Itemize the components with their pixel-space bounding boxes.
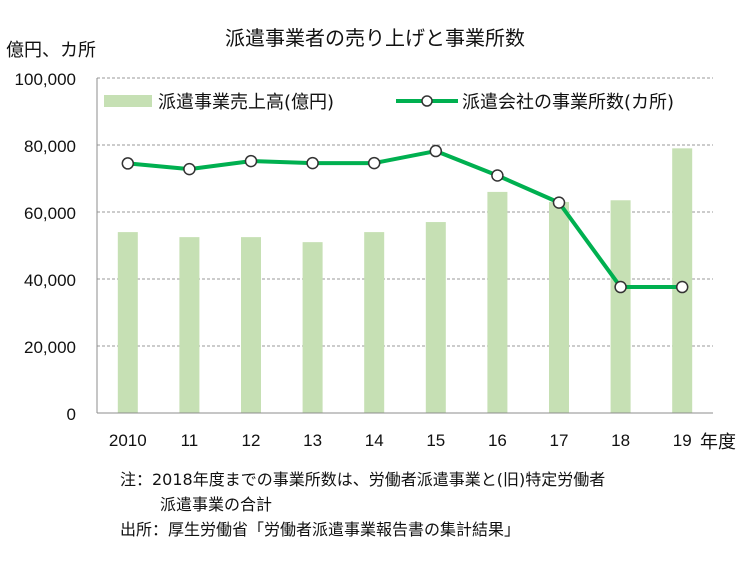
line-series-offices xyxy=(127,149,683,290)
line-point-16 xyxy=(491,169,504,182)
axis-layer: 0 20,000 40,000 60,000 80,000 100,000 2010 11 12… xyxy=(15,70,713,450)
line-point-18 xyxy=(614,280,627,294)
y-tick-label: 40,000 xyxy=(24,271,76,290)
x-tick-label: 2010 xyxy=(109,431,147,450)
x-axis-unit-label: 年度 xyxy=(700,432,736,453)
grid-layer xyxy=(97,77,713,347)
bar-14 xyxy=(364,232,385,413)
note-line-1: 注：2018年度までの事業所数は、労働者派遣事業と(旧)特定労働者 xyxy=(120,470,606,489)
y-tick-label: 100,000 xyxy=(15,70,76,89)
bar-17 xyxy=(549,201,569,413)
x-tick-label: 18 xyxy=(611,431,630,450)
y-tick-label: 60,000 xyxy=(24,204,76,223)
source-line: 出所：厚生労働省「労働者派遣事業報告書の集計結果」 xyxy=(120,520,521,539)
bar-2010 xyxy=(117,232,138,413)
line-point-14 xyxy=(367,156,381,170)
x-tick-label: 15 xyxy=(426,431,445,450)
x-tick-label: 14 xyxy=(365,431,384,450)
legend-swatch-bar xyxy=(104,95,152,107)
line-layer xyxy=(121,144,689,294)
legend-label-line: 派遣会社の事業所数(カ所) xyxy=(462,92,674,113)
x-tick-label: 13 xyxy=(303,431,322,450)
y-axis-unit-label: 億円、カ所 xyxy=(6,40,96,61)
x-tick-label: 17 xyxy=(550,431,569,450)
bar-12 xyxy=(241,237,261,413)
line-point-17 xyxy=(552,196,566,209)
x-tick-label: 11 xyxy=(181,431,199,450)
x-tick-label: 12 xyxy=(242,431,261,450)
bar-13 xyxy=(302,242,323,413)
line-point-2010 xyxy=(121,157,135,170)
y-tick-label: 80,000 xyxy=(24,137,76,156)
note-line-2: 派遣事業の合計 xyxy=(160,495,273,514)
legend-label-bar: 派遣事業売上高(億円) xyxy=(158,92,334,113)
line-point-12 xyxy=(244,154,258,168)
line-point-19 xyxy=(675,280,689,294)
notes: 注：2018年度までの事業所数は、労働者派遣事業と(旧)特定労働者 派遣事業の合… xyxy=(120,467,605,542)
bar-16 xyxy=(487,191,508,413)
line-point-13 xyxy=(306,156,319,170)
bar-19 xyxy=(672,148,693,413)
x-tick-label: 16 xyxy=(488,431,507,450)
x-tick-label: 19 xyxy=(673,431,692,450)
y-tick-label: 20,000 xyxy=(24,338,76,357)
legend: 派遣事業売上高(億円) 派遣会社の事業所数(カ所) xyxy=(104,92,674,113)
legend-marker-line xyxy=(421,95,433,107)
line-point-11 xyxy=(183,162,196,176)
y-tick-label: 0 xyxy=(67,405,76,424)
line-point-15 xyxy=(429,144,443,158)
bar-18 xyxy=(610,200,631,413)
chart-title: 派遣事業者の売り上げと事業所数 xyxy=(225,26,525,50)
bar-11 xyxy=(179,237,200,413)
bar-layer xyxy=(117,148,693,413)
bar-15 xyxy=(425,222,446,413)
